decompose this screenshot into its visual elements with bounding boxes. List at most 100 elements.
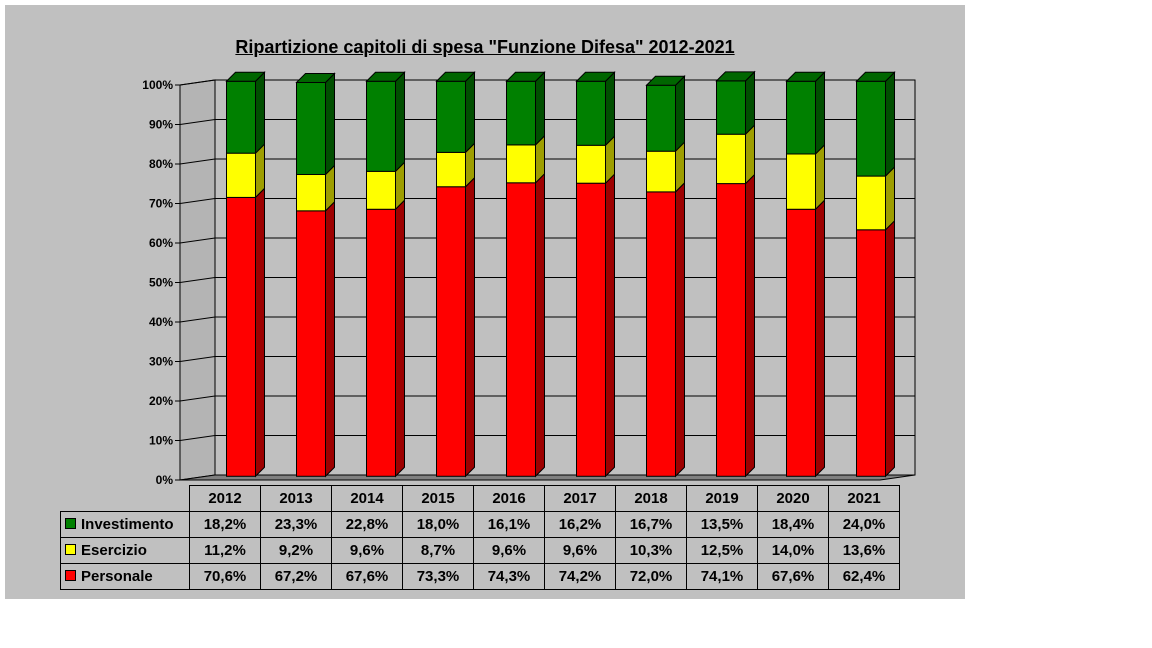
- bar-esercizio-front: [366, 170, 396, 210]
- year-header-cell: 2015: [402, 485, 474, 512]
- bar-segment: [506, 134, 545, 185]
- bar-segment: [366, 71, 405, 173]
- gridline-side: [179, 79, 216, 86]
- data-value-cell: 9,2%: [260, 537, 332, 564]
- data-value-cell: 74,3%: [473, 563, 545, 590]
- bar-esercizio-front: [506, 144, 536, 184]
- bar-top: [295, 72, 336, 83]
- data-value-cell: 18,2%: [189, 511, 261, 538]
- bar-stack-2016: [505, 71, 546, 478]
- bar-segment: [296, 164, 335, 213]
- bar-investimento-front: [296, 81, 326, 176]
- bar-investimento-front: [786, 80, 816, 155]
- bar-investimento-front: [716, 80, 746, 135]
- bar-segment: [856, 71, 895, 178]
- bar-segment: [226, 142, 265, 199]
- bar-investimento-side: [605, 71, 615, 147]
- bar-investimento-front: [226, 80, 256, 154]
- year-header-cell: 2013: [260, 485, 332, 512]
- bar-top: [645, 75, 686, 86]
- year-header-cell: 2020: [757, 485, 829, 512]
- bar-investimento-front: [646, 84, 676, 152]
- bar-segment: [366, 161, 405, 211]
- bar-esercizio-side: [815, 143, 825, 211]
- bar-segment: [646, 140, 685, 194]
- bar-top: [225, 71, 266, 82]
- legend-swatch: [65, 570, 76, 581]
- bar-esercizio-front: [646, 150, 676, 193]
- data-value-cell: 22,8%: [331, 511, 403, 538]
- bar-personale-side: [395, 199, 405, 478]
- bar-stack-2017: [575, 71, 616, 478]
- table-row-personale: Personale 70,6% 67,2% 67,6% 73,3% 74,3% 74,2% 7…: [60, 563, 900, 590]
- bar-segment: [646, 75, 685, 153]
- bar-top: [855, 71, 896, 82]
- data-value-cell: 8,7%: [402, 537, 474, 564]
- bar-personale-side: [535, 172, 545, 478]
- bar-stack-2020: [785, 71, 826, 478]
- bar-investimento-side: [535, 71, 545, 147]
- data-value-cell: 9,6%: [331, 537, 403, 564]
- data-value-cell: 23,3%: [260, 511, 332, 538]
- data-value-cell: 62,4%: [828, 563, 900, 590]
- y-tick-label: 10%: [149, 434, 173, 448]
- bar-top: [785, 71, 826, 82]
- bar-segment: [436, 71, 475, 154]
- y-tick-label: 50%: [149, 276, 173, 290]
- gridline-side: [179, 237, 216, 244]
- bar-esercizio-front: [716, 133, 746, 185]
- bar-investimento-side: [325, 72, 335, 176]
- bar-segment: [506, 172, 545, 478]
- gridline-side: [179, 395, 216, 402]
- bar-investimento-side: [675, 75, 685, 153]
- bar-investimento-side: [745, 70, 755, 136]
- bar-investimento-front: [856, 80, 886, 177]
- legend-swatch: [65, 518, 76, 529]
- data-value-cell: 74,2%: [544, 563, 616, 590]
- bar-stack-2012: [225, 71, 266, 478]
- bar-segment: [296, 200, 335, 478]
- legend-text: Esercizio: [81, 542, 147, 559]
- bar-segment: [856, 219, 895, 478]
- bar-stack-2013: [295, 72, 336, 478]
- bar-esercizio-side: [745, 124, 755, 185]
- y-tick-label: 90%: [149, 118, 173, 132]
- bar-personale-front: [646, 191, 676, 477]
- bar-personale-side: [255, 187, 265, 478]
- bar-personale-side: [325, 200, 335, 478]
- bar-segment: [366, 199, 405, 478]
- table-row-esercizio: Esercizio 11,2% 9,2% 9,6% 8,7% 9,6% 9,6% 10,3% 1…: [60, 537, 900, 564]
- data-value-cell: 72,0%: [615, 563, 687, 590]
- bar-segment: [716, 173, 755, 478]
- bar-segment: [646, 181, 685, 478]
- table-row-investimento: Investimento 18,2% 23,3% 22,8% 18,0% 16,1% 16,…: [60, 511, 900, 538]
- bar-personale-side: [465, 176, 475, 478]
- y-tick-label: 70%: [149, 197, 173, 211]
- year-header-cell: 2012: [189, 485, 261, 512]
- chart-panel: Ripartizione capitoli di spesa "Funzione…: [5, 5, 965, 599]
- bar-investimento-front: [576, 80, 606, 146]
- bar-personale-front: [506, 182, 536, 477]
- bar-stack-2021: [855, 71, 896, 478]
- bar-segment: [856, 165, 895, 232]
- bar-segment: [506, 71, 545, 147]
- y-tick-label: 80%: [149, 157, 173, 171]
- data-value-cell: 16,7%: [615, 511, 687, 538]
- data-value-cell: 16,2%: [544, 511, 616, 538]
- bar-segment: [436, 176, 475, 478]
- bar-personale-front: [786, 208, 816, 477]
- bar-segment: [576, 71, 615, 147]
- bar-stack-2014: [365, 71, 406, 478]
- bar-personale-front: [366, 208, 396, 477]
- bar-esercizio-front: [296, 174, 326, 212]
- y-tick-label: 100%: [142, 78, 173, 92]
- bar-top: [505, 71, 546, 82]
- bar-investimento-side: [255, 71, 265, 155]
- table-corner: [60, 485, 190, 512]
- legend-swatch: [65, 544, 76, 555]
- data-value-cell: 10,3%: [615, 537, 687, 564]
- bar-top: [435, 71, 476, 82]
- y-tick-label: 30%: [149, 355, 173, 369]
- bar-top: [365, 71, 406, 82]
- year-header-cell: 2017: [544, 485, 616, 512]
